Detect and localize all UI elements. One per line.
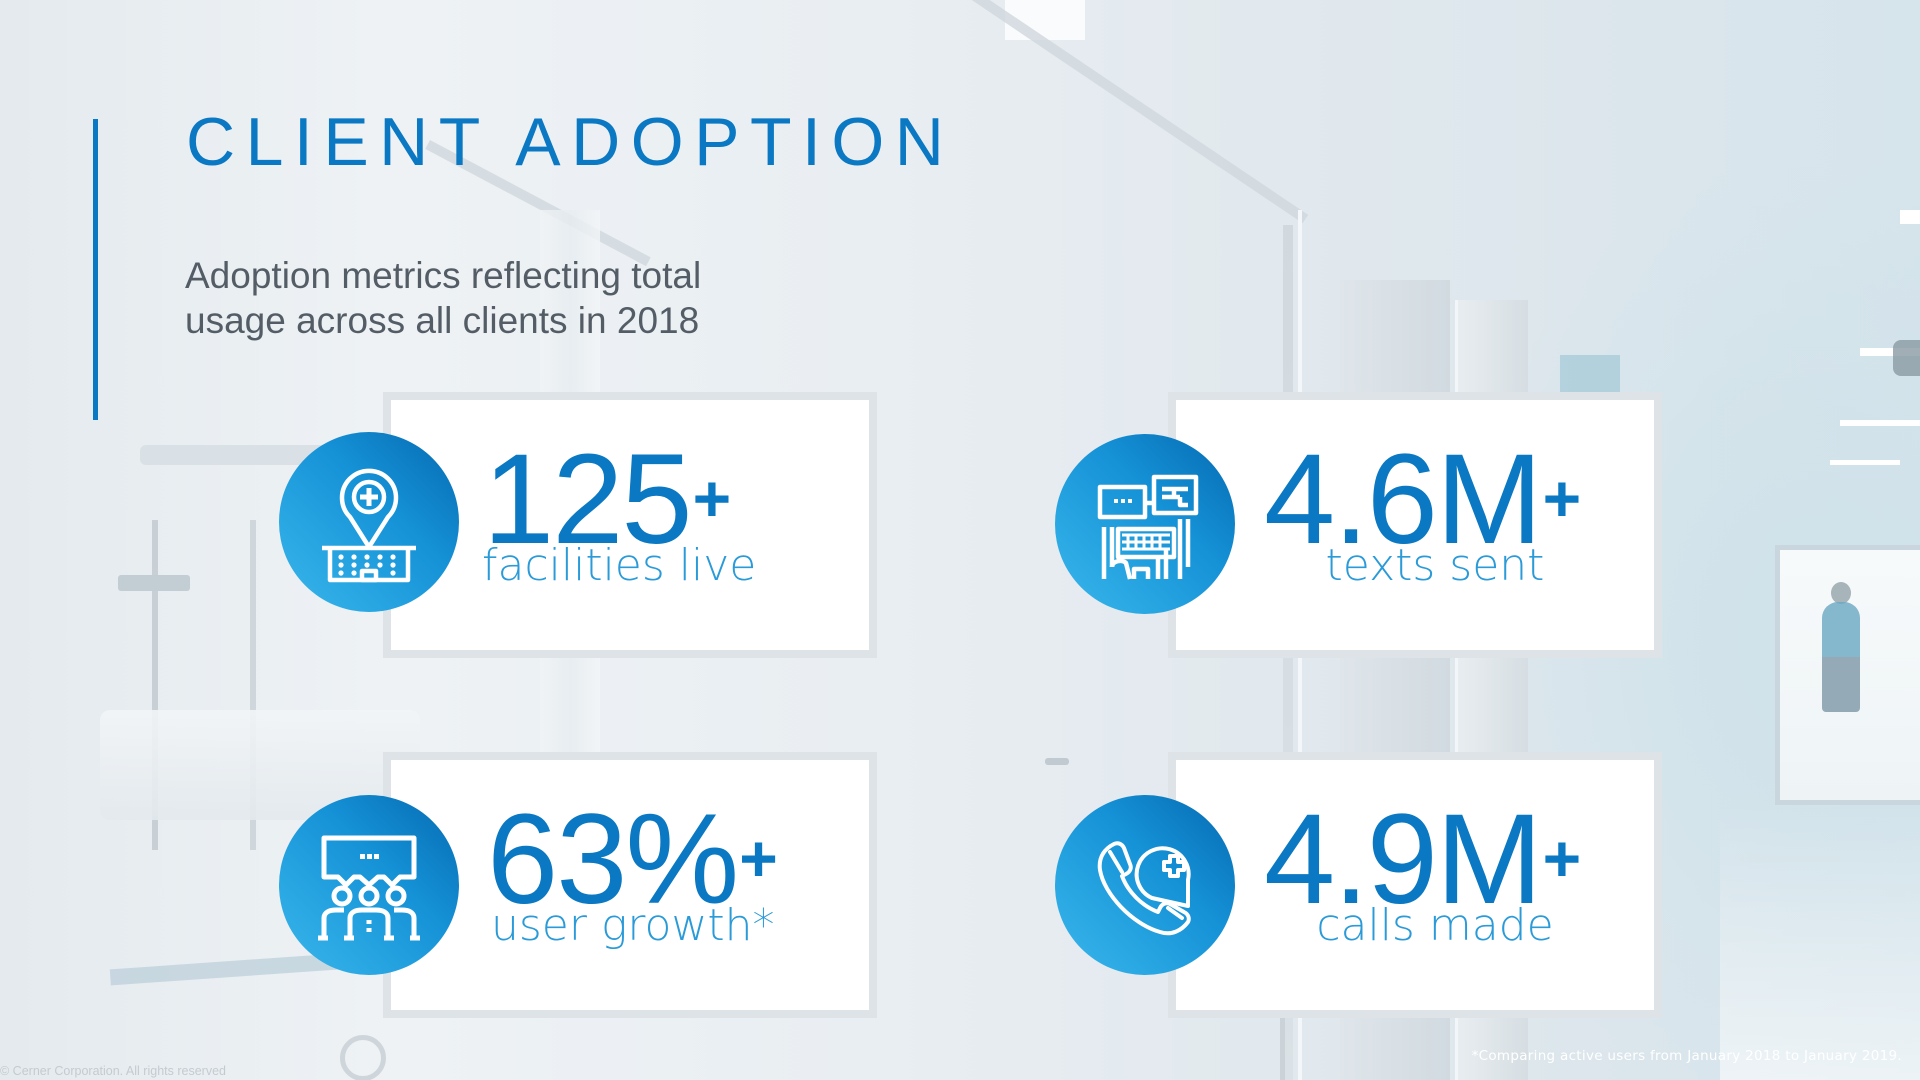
floor-reflection [1720,800,1920,1080]
wall-sign [1560,355,1620,395]
metric-value: 63%+ [487,796,778,924]
metric-value: 125+ [483,436,731,564]
metric-value: 4.6M+ [1264,436,1581,564]
metric-value: 4.9M+ [1264,796,1581,924]
user-group-chat-icon [279,795,459,975]
metric-label: facilities live [482,540,757,591]
metric-number: 4.9M [1264,788,1543,931]
ceiling-light [1900,210,1920,224]
iv-pole [250,520,256,850]
metric-suffix: + [692,461,732,535]
metric-card-user-growth: 63%+ user growth* [383,752,877,1018]
door-handle [1045,758,1069,765]
texting-devices-icon [1055,434,1235,614]
exit-sign [1893,340,1920,376]
slide-title: CLIENT ADOPTION [186,104,955,180]
bed-wheel [340,1035,386,1080]
subtitle-line: usage across all clients in 2018 [185,300,700,341]
ceiling-light [1860,348,1920,356]
metric-label: user growth* [491,900,775,951]
subtitle-line: Adoption metrics reflecting total [185,255,702,296]
metric-suffix: + [1542,821,1582,895]
metric-card-facilities: 125+ facilities live [383,392,877,658]
person [1822,602,1860,712]
hospital-location-pin-icon [279,432,459,612]
metric-number: 4.6M [1264,428,1543,571]
person [1831,582,1851,604]
metric-label: calls made [1316,900,1554,951]
iv-pole [152,520,158,850]
footnote: *Comparing active users from January 201… [1471,1048,1902,1064]
phone-medical-call-icon [1055,795,1235,975]
slide-subtitle: Adoption metrics reflecting total usage … [185,253,701,343]
metric-number: 63% [487,788,739,931]
iv-pump [118,575,190,591]
metric-label: texts sent [1325,540,1545,591]
copyright-notice: © Cerner Corporation. All rights reserve… [0,1064,226,1078]
ceiling-light [1840,420,1920,426]
metric-suffix: + [739,821,778,895]
metric-card-calls: 4.9M+ calls made [1168,752,1662,1018]
metric-suffix: + [1542,461,1582,535]
ceiling-light [1830,460,1900,465]
metric-card-texts: 4.6M+ texts sent [1168,392,1662,658]
title-accent-bar [93,119,98,420]
metric-number: 125 [483,428,693,571]
